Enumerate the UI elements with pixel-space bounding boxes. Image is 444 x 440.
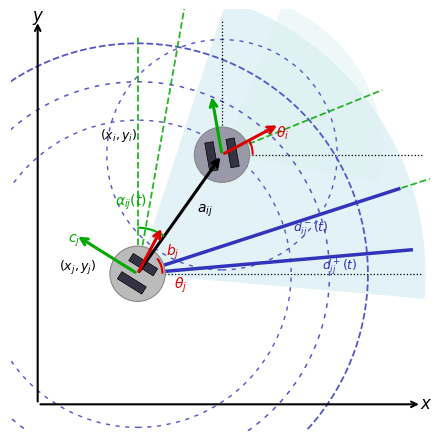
Circle shape <box>110 246 165 301</box>
Text: $\theta_j$: $\theta_j$ <box>174 275 187 295</box>
Text: $\alpha_{ij}(t)$: $\alpha_{ij}(t)$ <box>115 193 147 213</box>
Polygon shape <box>205 142 218 172</box>
Text: $d_{ij}^+(t)$: $d_{ij}^+(t)$ <box>322 256 357 276</box>
Text: $\theta_i$: $\theta_i$ <box>276 125 289 142</box>
Text: $(x_j, y_j)$: $(x_j, y_j)$ <box>59 259 96 277</box>
Text: x: x <box>420 395 430 413</box>
Circle shape <box>194 127 250 182</box>
Text: $c_j$: $c_j$ <box>68 233 80 249</box>
Polygon shape <box>226 138 239 168</box>
Text: $a_{ij}$: $a_{ij}$ <box>197 202 213 219</box>
Wedge shape <box>222 5 383 183</box>
Wedge shape <box>138 0 425 299</box>
Text: $(x_i, y_i)$: $(x_i, y_i)$ <box>100 127 138 144</box>
Text: $b_j$: $b_j$ <box>166 243 180 262</box>
Polygon shape <box>129 253 158 276</box>
Polygon shape <box>117 271 146 294</box>
Text: y: y <box>33 7 43 26</box>
Text: $d_{ij}^-(t)$: $d_{ij}^-(t)$ <box>293 220 329 239</box>
